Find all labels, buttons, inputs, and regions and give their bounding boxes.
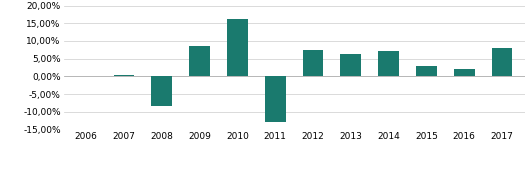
Bar <box>416 66 437 76</box>
Bar <box>378 51 399 76</box>
Bar <box>454 69 475 76</box>
Bar <box>152 76 172 107</box>
Bar <box>492 48 513 76</box>
Bar <box>113 75 135 76</box>
Bar <box>340 54 361 76</box>
Bar <box>189 46 210 76</box>
Bar <box>303 50 323 76</box>
Bar <box>265 76 286 122</box>
Bar <box>227 19 248 76</box>
